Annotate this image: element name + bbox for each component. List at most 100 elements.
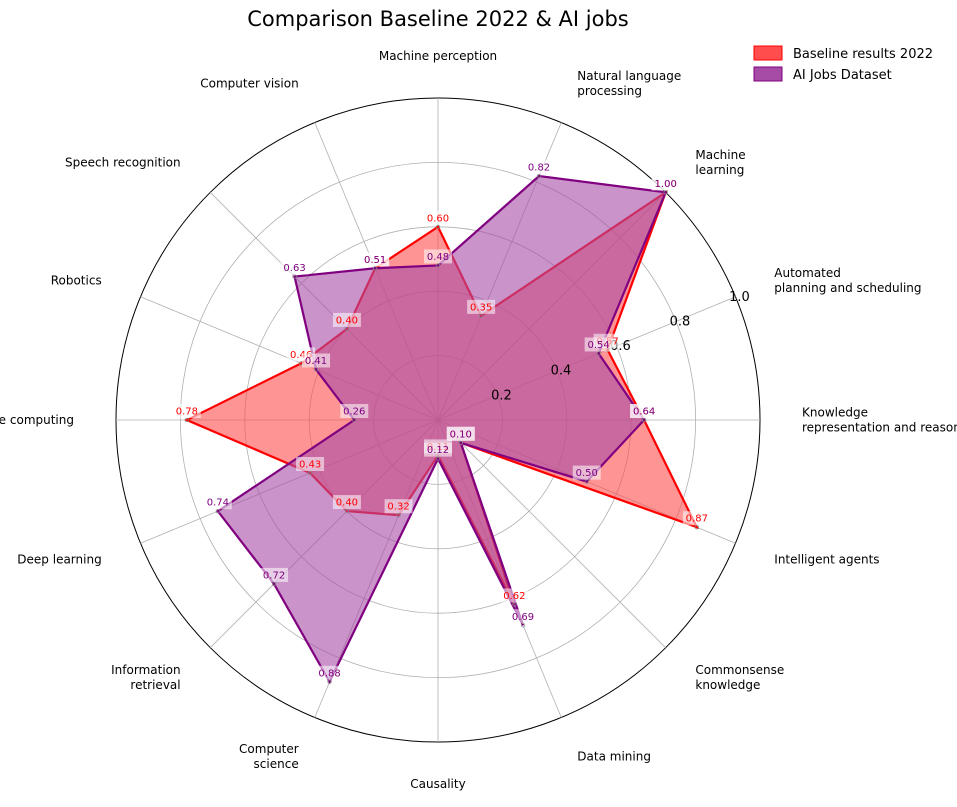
value-label-text: 0.32 bbox=[387, 502, 409, 513]
radial-tick-labels: 0.20.40.60.81.0 bbox=[491, 290, 750, 404]
point-ai-jobs-dataset-computer-vision bbox=[373, 266, 378, 271]
value-label-ai-jobs-dataset-natural-language-processing: 0.82 bbox=[525, 160, 554, 175]
legend-entry-ai-jobs-dataset: AI Jobs Dataset bbox=[753, 66, 892, 83]
value-label-baseline-results-2022-computer-science: 0.32 bbox=[384, 499, 413, 514]
axis-label-causality: Causality bbox=[410, 777, 465, 791]
legend: Baseline results 2022 AI Jobs Dataset bbox=[753, 45, 933, 83]
value-label-box bbox=[332, 495, 361, 510]
value-label-ai-jobs-dataset-commonsense-knowledge: 0.10 bbox=[446, 426, 475, 441]
value-label-ai-jobs-dataset-robotics: 0.41 bbox=[302, 353, 331, 368]
value-label-text: 0.43 bbox=[299, 459, 321, 470]
value-label-text: 1.00 bbox=[655, 179, 677, 190]
value-label-box bbox=[467, 299, 496, 314]
point-baseline-results-2022-deep-learning bbox=[307, 470, 313, 476]
value-label-baseline-results-2022-affective-computing: 0.78 bbox=[172, 404, 201, 418]
value-label-box bbox=[424, 210, 452, 225]
value-label-box bbox=[446, 426, 475, 441]
value-label-ai-jobs-dataset-deep-learning: 0.74 bbox=[203, 495, 232, 510]
axis-label-natural-language-processing: Natural language processing bbox=[577, 69, 681, 98]
value-label-ai-jobs-dataset-automated-planning-and-scheduling: 0.54 bbox=[584, 337, 613, 352]
value-label-baseline-results-2022-deep-learning: 0.43 bbox=[296, 456, 325, 471]
point-baseline-results-2022-intelligent-agents bbox=[694, 525, 699, 530]
axis-label-intelligent-agents: Intelligent agents bbox=[774, 552, 879, 566]
value-label-baseline-results-2022-intelligent-agents: 0.87 bbox=[682, 511, 711, 526]
r-tick-label: 1.0 bbox=[729, 290, 750, 305]
axis-label-computer-vision: Computer vision bbox=[200, 77, 298, 91]
point-ai-jobs-dataset-information-retrieval bbox=[271, 581, 277, 587]
point-ai-jobs-dataset-knowledge-representation-and-reasoning bbox=[641, 417, 647, 423]
chart-title: Comparison Baseline 2022 & AI jobs bbox=[247, 7, 628, 31]
value-label-box bbox=[424, 249, 452, 264]
value-label-box bbox=[260, 567, 289, 582]
r-tick-label: 0.2 bbox=[491, 388, 512, 403]
axis-label-deep-learning: Deep learning bbox=[17, 552, 101, 566]
value-label-text: 0.35 bbox=[470, 302, 492, 313]
axis-label-commonsense-knowledge: Commonsense knowledge bbox=[695, 663, 784, 692]
value-label-box bbox=[509, 609, 538, 624]
value-label-text: 0.40 bbox=[336, 315, 358, 326]
legend-entry-baseline-results-2022: Baseline results 2022 bbox=[753, 45, 933, 62]
value-label-box bbox=[682, 511, 711, 526]
value-label-box bbox=[172, 404, 201, 418]
value-label-ai-jobs-dataset-information-retrieval: 0.72 bbox=[260, 567, 289, 582]
legend-swatch bbox=[753, 66, 783, 82]
axis-label-automated-planning-and-scheduling: Automated planning and scheduling bbox=[774, 266, 921, 295]
value-label-box bbox=[584, 337, 613, 352]
point-ai-jobs-dataset-speech-recognition bbox=[292, 274, 297, 279]
point-ai-jobs-dataset-robotics bbox=[313, 367, 319, 372]
point-ai-jobs-dataset-commonsense-knowledge bbox=[458, 440, 463, 445]
point-ai-jobs-dataset-data-mining bbox=[520, 623, 526, 628]
value-label-ai-jobs-dataset-machine-perception: 0.48 bbox=[424, 249, 452, 264]
value-label-text: 0.87 bbox=[686, 514, 708, 525]
point-ai-jobs-dataset-causality bbox=[435, 456, 441, 461]
value-label-text: 0.88 bbox=[318, 668, 340, 679]
value-label-baseline-results-2022-machine-perception: 0.60 bbox=[424, 210, 452, 225]
value-label-text: 0.72 bbox=[263, 570, 285, 581]
point-baseline-results-2022-computer-science bbox=[396, 513, 401, 518]
axis-label-information-retrieval: Information retrieval bbox=[111, 663, 180, 692]
axis-label-affective-computing: Affective computing bbox=[0, 413, 74, 427]
legend-label: Baseline results 2022 bbox=[793, 47, 933, 62]
value-label-baseline-results-2022-data-mining: 0.62 bbox=[500, 588, 529, 603]
point-ai-jobs-dataset-intelligent-agents bbox=[584, 479, 589, 484]
value-label-ai-jobs-dataset-causality: 0.12 bbox=[424, 442, 452, 457]
value-label-box bbox=[651, 176, 680, 191]
value-label-box bbox=[302, 353, 331, 368]
point-ai-jobs-dataset-machine-learning bbox=[663, 190, 668, 195]
point-ai-jobs-dataset-machine-perception bbox=[435, 263, 441, 268]
point-baseline-results-2022-affective-computing bbox=[184, 417, 189, 423]
value-label-box bbox=[424, 442, 452, 457]
point-baseline-results-2022-natural-language-processing bbox=[478, 313, 484, 319]
value-label-box bbox=[572, 465, 601, 480]
axis-labels: Machine perception Natural language proces… bbox=[0, 49, 957, 791]
axis-label-computer-science: Computer science bbox=[239, 742, 299, 771]
point-ai-jobs-dataset-computer-science bbox=[327, 679, 332, 684]
value-label-text: 0.48 bbox=[427, 252, 449, 263]
axis-label-speech-recognition: Speech recognition bbox=[65, 156, 181, 170]
axis-label-machine-perception: Machine perception bbox=[379, 49, 497, 63]
value-label-text: 0.78 bbox=[176, 407, 198, 418]
value-label-text: 0.62 bbox=[503, 591, 525, 602]
series-ai-jobs-dataset bbox=[216, 174, 668, 685]
legend-swatch bbox=[753, 45, 783, 61]
value-labels: 0.600.351.000.570.640.870.100.620.110.32… bbox=[172, 160, 711, 680]
value-label-box bbox=[296, 456, 325, 471]
axis-label-data-mining: Data mining bbox=[577, 749, 651, 763]
value-label-ai-jobs-dataset-computer-science: 0.88 bbox=[315, 665, 344, 680]
value-label-box bbox=[384, 499, 413, 514]
value-label-text: 0.50 bbox=[576, 468, 598, 479]
r-tick-label: 0.4 bbox=[551, 364, 572, 379]
value-label-ai-jobs-dataset-data-mining: 0.69 bbox=[509, 609, 538, 624]
value-label-ai-jobs-dataset-intelligent-agents: 0.50 bbox=[572, 465, 601, 480]
value-label-baseline-results-2022-speech-recognition: 0.40 bbox=[332, 312, 361, 327]
value-label-text: 0.69 bbox=[512, 612, 534, 623]
value-label-ai-jobs-dataset-affective-computing: 0.26 bbox=[340, 404, 369, 418]
spoke-commonsense-knowledge bbox=[437, 419, 666, 648]
value-label-text: 0.40 bbox=[336, 498, 358, 509]
value-label-ai-jobs-dataset-computer-vision: 0.51 bbox=[361, 252, 390, 267]
point-baseline-results-2022-information-retrieval bbox=[344, 508, 350, 514]
value-label-box bbox=[525, 160, 554, 175]
